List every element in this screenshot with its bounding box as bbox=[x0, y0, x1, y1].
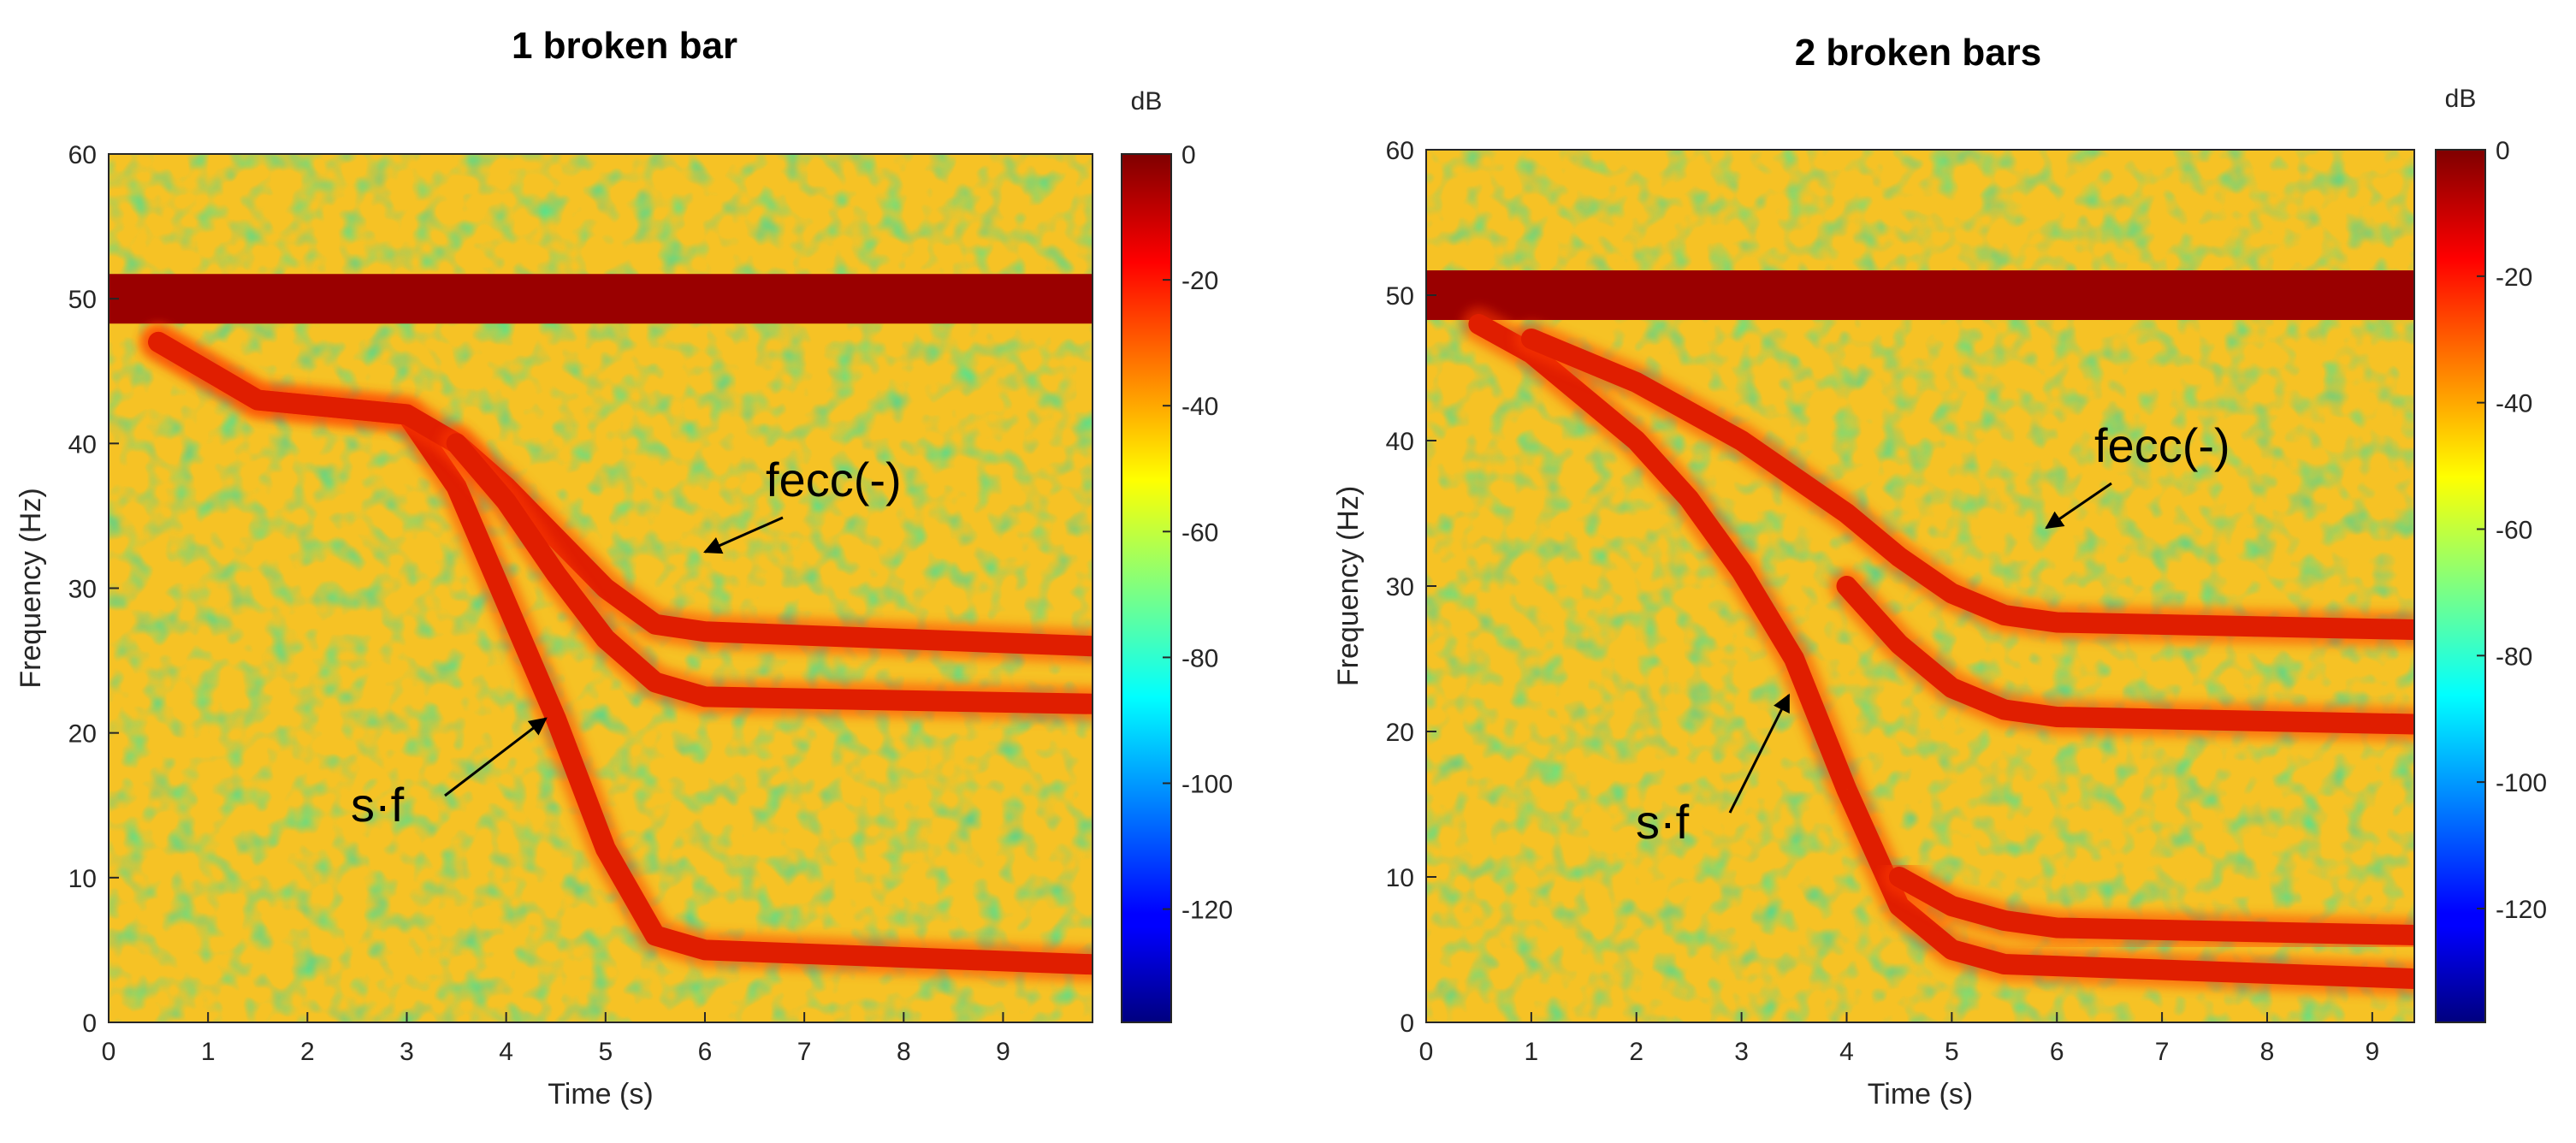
y-tick-label: 60 bbox=[1386, 137, 1414, 165]
annotation-label: fecc(-) bbox=[766, 453, 902, 506]
x-tick-label: 7 bbox=[2155, 1038, 2170, 1066]
spectrogram-area bbox=[109, 154, 1093, 1022]
x-tick-label: 4 bbox=[1839, 1038, 1854, 1066]
y-tick-label: 30 bbox=[1386, 573, 1414, 601]
colorbar bbox=[1122, 154, 1171, 1022]
colorbar-label: dB bbox=[2445, 85, 2477, 113]
x-tick-label: 9 bbox=[996, 1038, 1010, 1066]
chart-title: 2 broken bars bbox=[1795, 32, 2042, 74]
annotation-arrow bbox=[703, 516, 784, 554]
colorbar-tick-label: -120 bbox=[2496, 896, 2547, 924]
colorbar-tick-label: -120 bbox=[1181, 897, 1233, 925]
y-tick-label: 50 bbox=[1386, 282, 1414, 311]
x-tick-label: 8 bbox=[2260, 1038, 2275, 1066]
colorbar-label: dB bbox=[1131, 87, 1163, 115]
colorbar-frame bbox=[2435, 149, 2486, 1023]
annotation-label: fecc(-) bbox=[2094, 418, 2230, 472]
x-tick-label: 4 bbox=[499, 1038, 513, 1066]
y-tick-label: 20 bbox=[68, 720, 97, 749]
colorbar-tick-label: 0 bbox=[1181, 141, 1196, 169]
y-tick-label: 30 bbox=[68, 576, 97, 604]
ridge-series-5 bbox=[1888, 867, 2414, 945]
x-tick-label: 2 bbox=[300, 1038, 315, 1066]
ridge-series-3 bbox=[1520, 329, 2414, 640]
y-tick-label: 0 bbox=[82, 1010, 97, 1038]
x-tick-label: 6 bbox=[2050, 1038, 2064, 1066]
y-tick-label: 60 bbox=[68, 141, 97, 169]
annotation-arrow bbox=[1728, 693, 1791, 814]
colorbar-tick-label: -60 bbox=[1181, 518, 1218, 547]
chart-title: 1 broken bar bbox=[512, 25, 737, 67]
y-tick-label: 40 bbox=[1386, 428, 1414, 456]
x-tick-label: 6 bbox=[698, 1038, 713, 1066]
colorbar-tick-label: -100 bbox=[2496, 769, 2547, 797]
y-tick-label: 20 bbox=[1386, 719, 1414, 747]
x-tick-label: 2 bbox=[1629, 1038, 1643, 1066]
colorbar-tick-label: -80 bbox=[2496, 643, 2532, 671]
colorbar-tick-label: 0 bbox=[2496, 137, 2510, 165]
y-tick-label: 0 bbox=[1400, 1010, 1414, 1038]
y-tick-label: 40 bbox=[68, 430, 97, 459]
x-tick-label: 8 bbox=[897, 1038, 911, 1066]
colorbar-tick-label: -40 bbox=[2496, 390, 2532, 418]
x-tick-label: 5 bbox=[598, 1038, 613, 1066]
x-axis-label: Time (s) bbox=[548, 1078, 653, 1110]
colorbar-tick-label: -100 bbox=[1181, 771, 1233, 799]
y-axis-label: Frequency (Hz) bbox=[15, 488, 47, 688]
ridge-series-2 bbox=[1468, 314, 2414, 989]
x-tick-label: 0 bbox=[1419, 1038, 1434, 1066]
colorbar-frame bbox=[1121, 153, 1172, 1023]
y-tick-label: 10 bbox=[68, 865, 97, 893]
x-tick-label: 0 bbox=[102, 1038, 116, 1066]
x-tick-label: 1 bbox=[1525, 1038, 1539, 1066]
y-axis-label: Frequency (Hz) bbox=[1332, 486, 1365, 686]
spectrogram-area bbox=[1426, 150, 2414, 1022]
colorbar-tick-label: -20 bbox=[2496, 264, 2532, 292]
x-tick-label: 9 bbox=[2366, 1038, 2380, 1066]
y-tick-label: 50 bbox=[68, 286, 97, 314]
colorbar bbox=[2436, 150, 2485, 1022]
colorbar-tick-label: -40 bbox=[1181, 393, 1218, 421]
ridge-series-4 bbox=[446, 433, 1093, 714]
ridge-series-4 bbox=[1836, 576, 2414, 735]
x-tick-label: 5 bbox=[1945, 1038, 1959, 1066]
x-tick-label: 3 bbox=[400, 1038, 414, 1066]
x-tick-label: 3 bbox=[1734, 1038, 1749, 1066]
y-tick-label: 10 bbox=[1386, 864, 1414, 892]
x-tick-label: 7 bbox=[797, 1038, 812, 1066]
annotation-arrow bbox=[2045, 482, 2112, 530]
x-axis-label: Time (s) bbox=[1868, 1078, 1973, 1110]
annotation-label: s·f bbox=[1636, 795, 1690, 849]
colorbar-tick-label: -60 bbox=[2496, 516, 2532, 544]
spectrogram-panel-1: 0 1 2 3 4 5 6 7 8 9 0 10 20 30 40 50 60 Time (s) Frequency… bbox=[15, 25, 1233, 1110]
colorbar-tick-label: -80 bbox=[1181, 644, 1218, 672]
x-tick-label: 1 bbox=[201, 1038, 216, 1066]
colorbar-tick-label: -20 bbox=[1181, 267, 1218, 295]
annotation-label: s·f bbox=[351, 778, 405, 832]
spectrogram-panel-2: 0 1 2 3 4 5 6 7 8 9 0 10 20 30 40 50 60 Time (s) Frequency… bbox=[1332, 32, 2547, 1110]
annotation-arrow bbox=[444, 717, 548, 797]
